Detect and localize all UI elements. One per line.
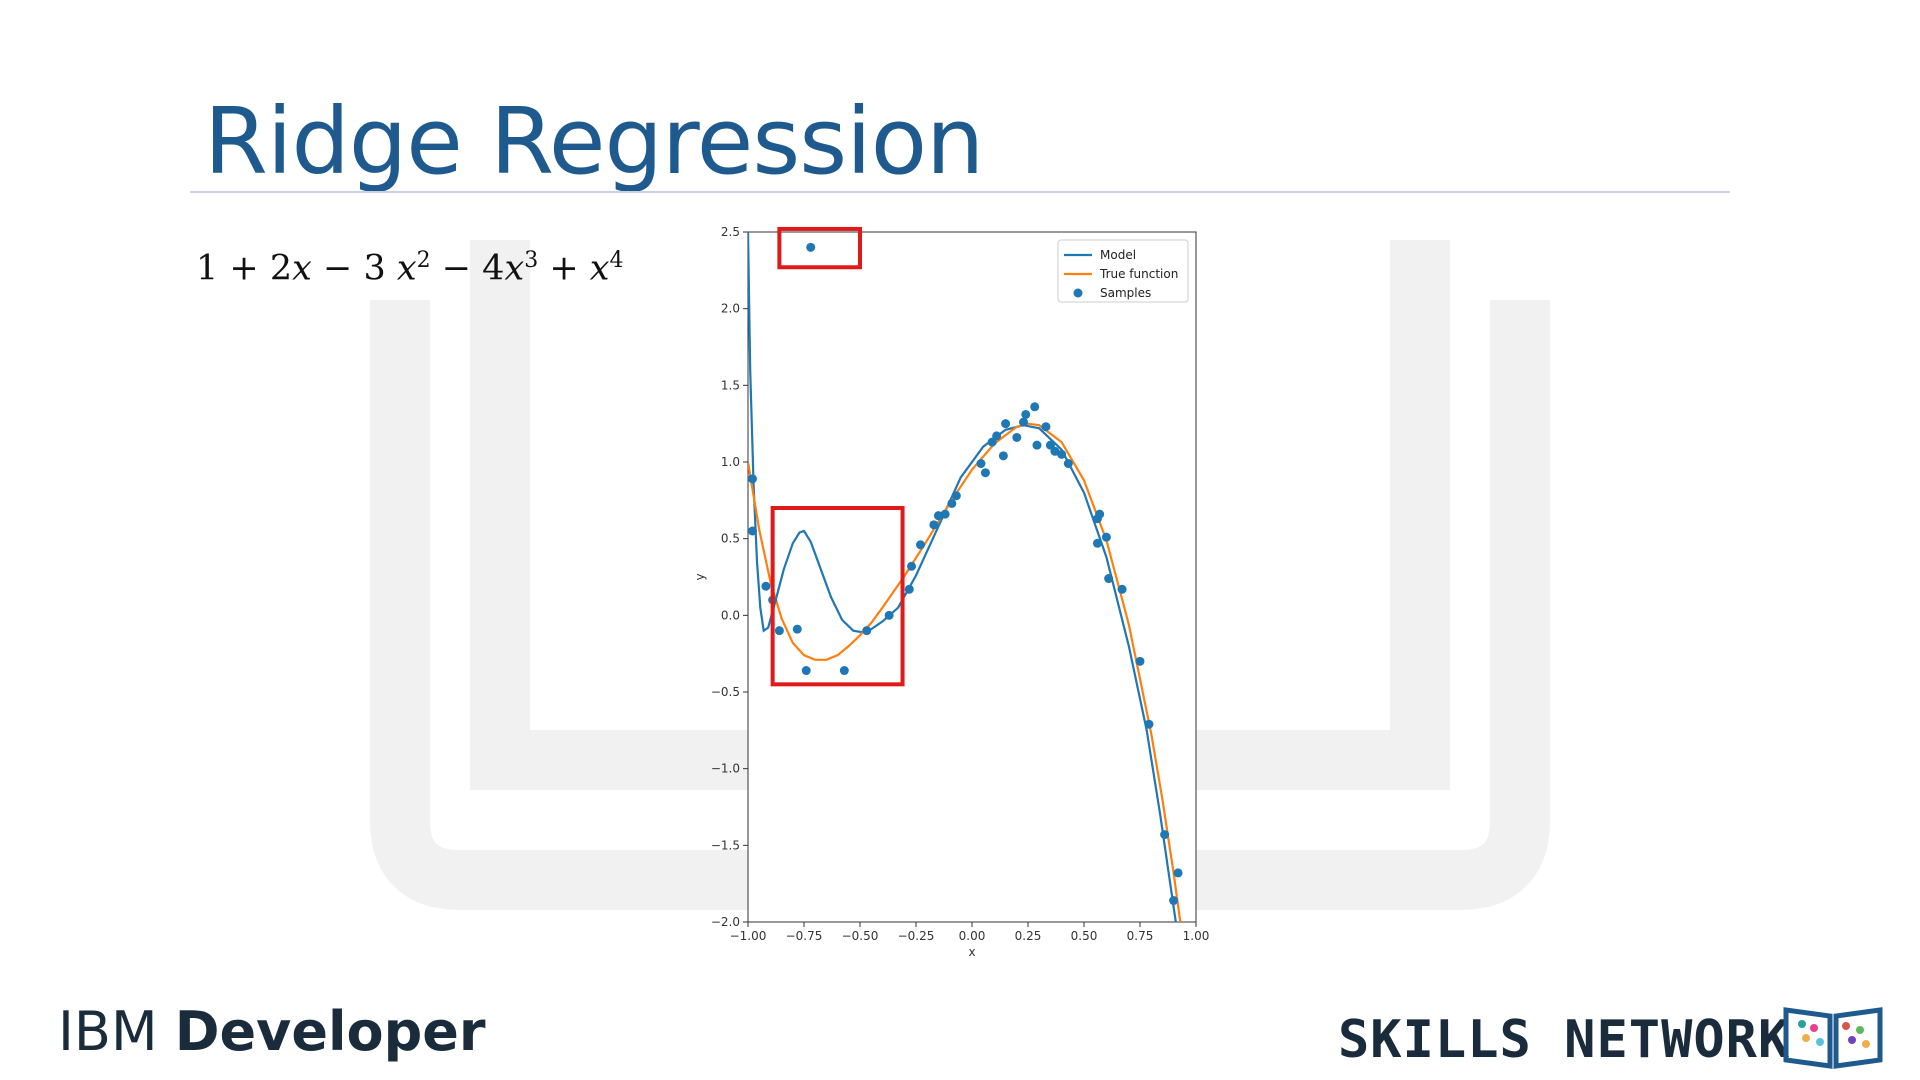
- sample-point: [929, 520, 939, 530]
- title-divider: [190, 191, 1730, 193]
- sample-point: [1135, 656, 1145, 666]
- highlight-box: [777, 226, 862, 270]
- sample-point: [1012, 432, 1022, 442]
- x-tick-label: 0.50: [1071, 929, 1098, 943]
- developer-wordmark: Developer: [174, 1000, 486, 1063]
- sample-point: [801, 666, 811, 676]
- y-tick-label: −2.0: [711, 915, 740, 929]
- slide-title: Ridge Regression: [204, 88, 984, 195]
- x-tick-label: 1.00: [1183, 929, 1210, 943]
- y-tick-label: 0.0: [721, 608, 740, 622]
- sample-point: [806, 242, 816, 252]
- sample-point: [884, 610, 894, 620]
- sample-point: [1063, 459, 1073, 469]
- formula-part: 1 + 2: [196, 248, 293, 289]
- legend-label: True function: [1099, 267, 1178, 281]
- sample-point: [904, 584, 914, 594]
- y-tick-label: −1.5: [711, 838, 740, 852]
- sample-point: [1117, 584, 1127, 594]
- x-tick-label: 0.25: [1015, 929, 1042, 943]
- legend-marker-samples: [1073, 288, 1083, 298]
- sample-point: [1050, 446, 1060, 456]
- sample-point: [980, 468, 990, 478]
- sample-point: [1019, 417, 1029, 427]
- sample-point: [951, 491, 961, 501]
- y-axis-label: y: [693, 573, 707, 580]
- sample-point: [747, 526, 757, 536]
- legend-label: Samples: [1100, 286, 1151, 300]
- sample-point: [1001, 419, 1011, 429]
- highlight-box: [770, 506, 905, 687]
- x-tick-label: −1.00: [730, 929, 767, 943]
- ibm-developer-logo: IBM Developer: [58, 1000, 486, 1063]
- skills-network-book-icon: [1783, 1007, 1883, 1069]
- sample-point: [1169, 896, 1179, 906]
- y-tick-label: 2.0: [721, 302, 740, 316]
- sample-point: [761, 581, 771, 591]
- sample-point: [976, 459, 986, 469]
- x-tick-label: −0.75: [786, 929, 823, 943]
- x-tick-label: 0.75: [1127, 929, 1154, 943]
- x-axis-label: x: [968, 945, 975, 959]
- formula-variable: x: [292, 248, 312, 289]
- formula-part: − 3: [311, 248, 397, 289]
- y-tick-label: −0.5: [711, 685, 740, 699]
- sample-point: [940, 509, 950, 519]
- sample-point: [933, 511, 943, 521]
- formula-part: +: [538, 248, 590, 289]
- y-tick-label: 1.0: [721, 455, 740, 469]
- sample-point: [1021, 409, 1031, 419]
- formula-exponent: 4: [609, 248, 624, 273]
- sample-point: [1095, 509, 1105, 519]
- sample-point: [1030, 402, 1040, 412]
- formula-variable: x: [396, 248, 417, 289]
- y-tick-label: 2.5: [721, 225, 740, 239]
- sample-point: [947, 498, 957, 508]
- sample-point: [1160, 830, 1170, 840]
- formula-exponent: 3: [524, 248, 539, 273]
- formula-part: − 4: [430, 248, 505, 289]
- sample-point: [992, 431, 1002, 441]
- sample-point: [907, 561, 917, 571]
- sample-point: [1092, 538, 1102, 548]
- polynomial-formula: 1 + 2x − 3 x2 − 4x3 + x4: [196, 248, 624, 289]
- ibm-wordmark: IBM: [58, 1000, 158, 1063]
- skills-network-wordmark: SKILLS NETWORK: [1338, 1010, 1791, 1070]
- sample-point: [1104, 574, 1114, 584]
- sample-point: [1144, 719, 1154, 729]
- sample-point: [1101, 532, 1111, 542]
- sample-point: [747, 474, 757, 484]
- sample-point: [774, 626, 784, 636]
- x-tick-label: −0.50: [842, 929, 879, 943]
- formula-exponent: 2: [416, 248, 431, 273]
- sample-point: [1032, 440, 1042, 450]
- y-tick-label: −1.0: [711, 762, 740, 776]
- true-function-line: [748, 422, 1182, 922]
- formula-variable: x: [589, 248, 610, 289]
- x-tick-label: 0.00: [959, 929, 986, 943]
- x-tick-label: −0.25: [898, 929, 935, 943]
- y-tick-label: 1.5: [721, 378, 740, 392]
- y-tick-label: 0.5: [721, 532, 740, 546]
- sample-point: [915, 540, 925, 550]
- sample-point: [792, 624, 802, 634]
- formula-variable: x: [504, 248, 525, 289]
- sample-point: [1041, 422, 1051, 432]
- legend-label: Model: [1100, 248, 1136, 262]
- sample-point: [1057, 449, 1067, 459]
- sample-point: [998, 451, 1008, 461]
- sample-point: [839, 666, 849, 676]
- plot-frame: [747, 231, 1197, 923]
- sample-point: [862, 626, 872, 636]
- sample-point: [1173, 868, 1183, 878]
